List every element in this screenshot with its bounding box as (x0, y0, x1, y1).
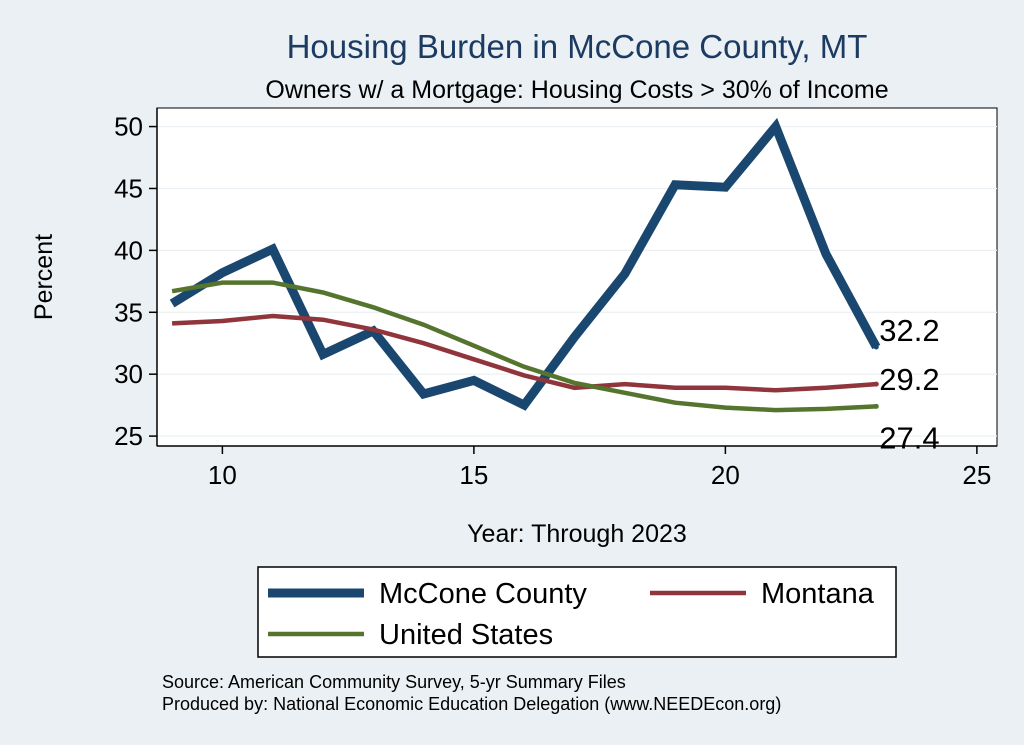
end-labels: 32.2 29.2 27.4 (879, 313, 939, 455)
y-tick-label: 30 (114, 359, 143, 389)
x-tick-label: 20 (711, 460, 740, 490)
x-tick-label: 10 (208, 460, 237, 490)
x-tick-label: 25 (962, 460, 991, 490)
legend-label-mccone-county: McCone County (379, 578, 587, 610)
end-label-mccone-county: 32.2 (879, 313, 939, 348)
y-tick-label: 40 (114, 235, 143, 265)
end-point-united-states (873, 403, 879, 409)
legend-label-united-states: United States (379, 619, 553, 651)
series-lines (169, 117, 881, 413)
tick-labels: 25 30 35 40 45 50 10 15 20 25 (114, 112, 991, 490)
source-note: Source: American Community Survey, 5-yr … (162, 672, 626, 692)
y-tick-label: 45 (114, 173, 143, 203)
end-label-united-states: 27.4 (879, 420, 939, 455)
chart-subtitle: Owners w/ a Mortgage: Housing Costs > 30… (265, 76, 888, 104)
y-tick-label: 35 (114, 297, 143, 327)
series-line-montana (171, 313, 877, 393)
producer-note: Produced by: National Economic Education… (162, 694, 781, 714)
gridlines (157, 125, 997, 437)
x-axis-title: Year: Through 2023 (467, 520, 687, 548)
series-line-united-states (171, 280, 877, 413)
legend-box (257, 566, 897, 658)
y-axis-title: Percent (30, 234, 58, 320)
x-tick-label: 15 (459, 460, 488, 490)
end-point-montana (873, 381, 879, 387)
y-tick-label: 50 (114, 112, 143, 142)
axes (156, 108, 997, 447)
y-tick-label: 25 (114, 421, 143, 451)
chart-title: Housing Burden in McCone County, MT (287, 28, 868, 65)
legend: McCone County Montana United States (268, 578, 875, 651)
legend-label-montana: Montana (761, 578, 875, 610)
end-point-mccone-county (873, 344, 879, 350)
end-label-montana: 29.2 (879, 362, 939, 397)
